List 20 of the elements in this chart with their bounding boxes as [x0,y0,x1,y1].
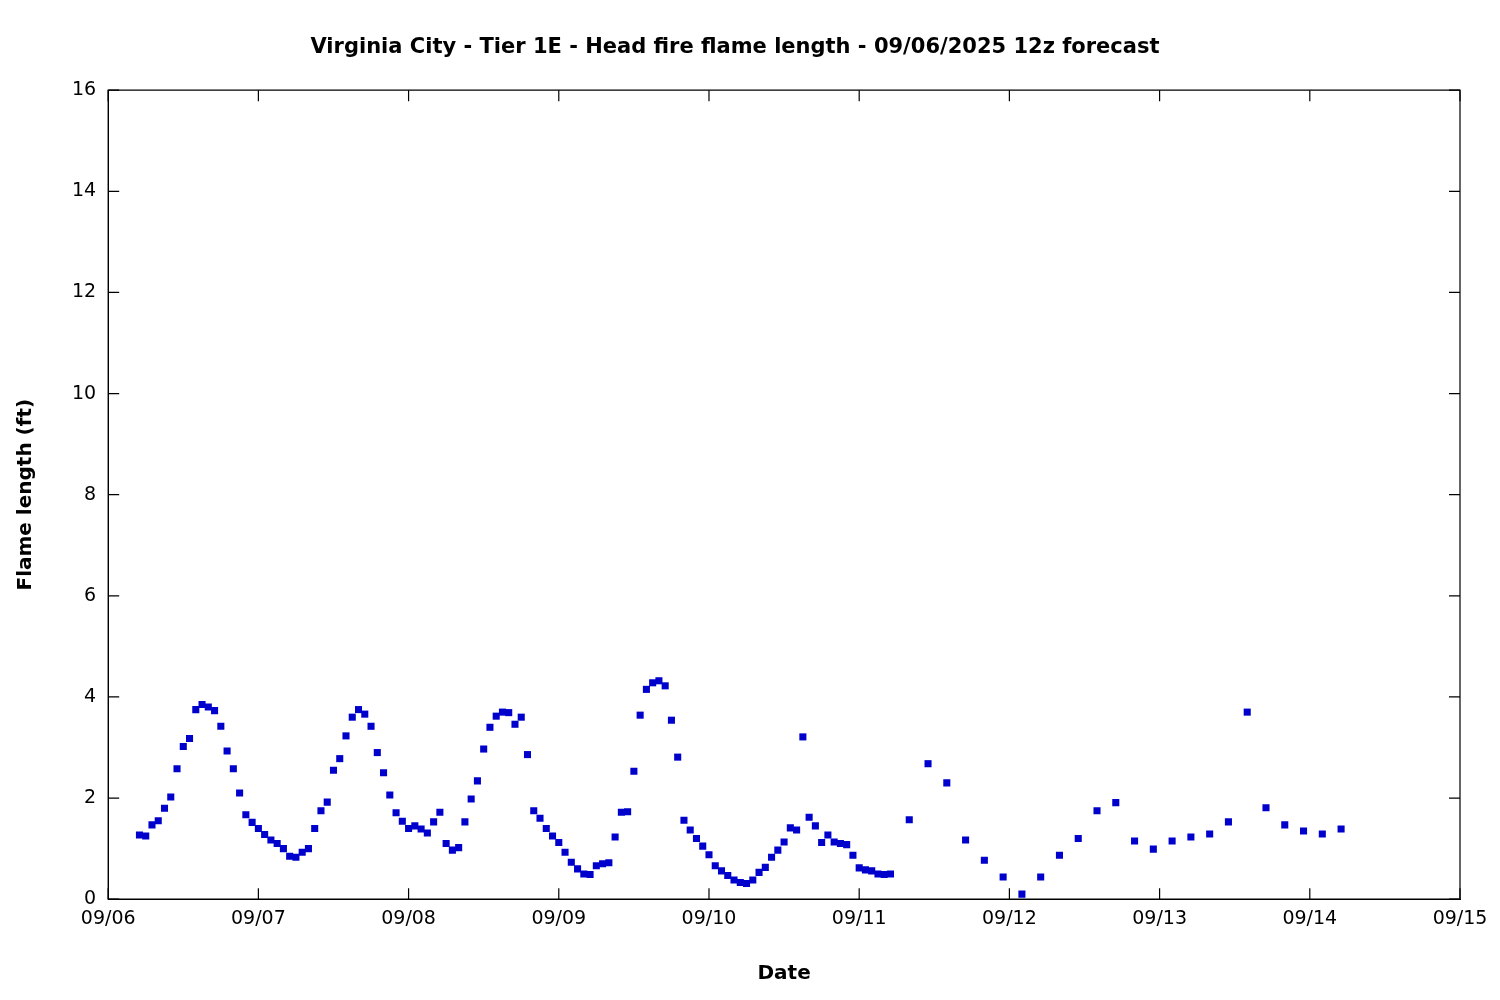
x-tick-label: 09/15 [1432,905,1488,928]
x-tick-label: 09/10 [681,905,737,928]
chart-title: Virginia City - Tier 1E - Head fire flame length - 09/06/2025 12z forecast [310,34,1160,59]
y-tick-label: 14 [71,178,97,201]
x-tick-label: 09/12 [982,905,1037,928]
y-tick-label: 4 [84,683,97,706]
x-tick-label: 09/08 [381,905,436,928]
y-tick-label: 2 [84,785,97,808]
x-tick-label: 09/07 [231,905,286,928]
y-tick-label: 8 [84,481,97,504]
x-axis-title: Date [757,960,811,985]
y-tick-label: 12 [71,279,97,302]
x-tick-label: 09/13 [1132,905,1187,928]
y-tick-label: 6 [84,582,97,605]
x-tick-label: 09/11 [831,905,887,928]
y-tick-label: 16 [71,77,97,100]
x-tick-label: 09/09 [531,905,587,928]
y-tick-label: 10 [71,380,97,403]
y-axis-title: Flame length (ft) [12,398,37,591]
x-tick-label: 09/14 [1282,905,1338,928]
